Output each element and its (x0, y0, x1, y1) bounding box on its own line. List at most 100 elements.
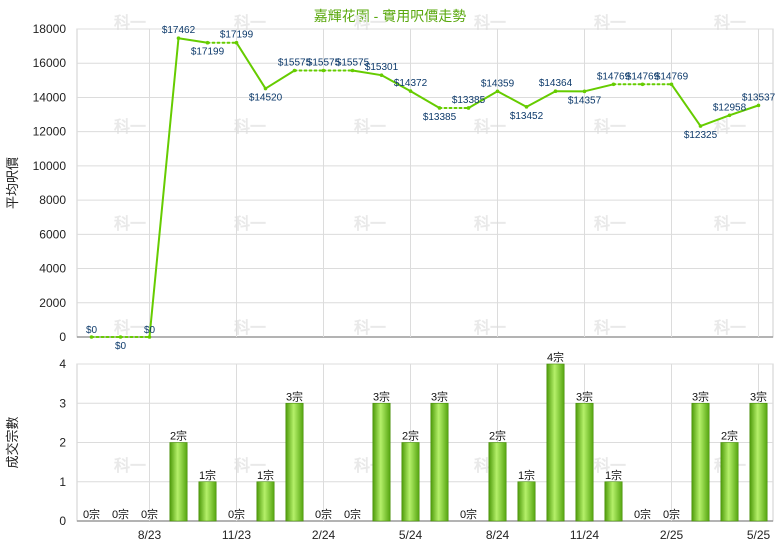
watermark-text: 科一 (714, 13, 746, 32)
data-label: $14769 (655, 71, 689, 82)
bar (488, 442, 507, 522)
bar-value-label: 1宗 (199, 468, 216, 482)
bar (575, 402, 594, 522)
bar (256, 481, 275, 522)
bar (749, 402, 768, 522)
y-tick-label: 6000 (39, 227, 66, 241)
data-label: $17199 (220, 30, 254, 41)
watermark-text: 科一 (354, 117, 386, 136)
line-point (263, 86, 268, 91)
line-point (669, 82, 674, 87)
line-segment (235, 41, 267, 90)
data-label: $12325 (684, 130, 718, 141)
bar-value-label: 2宗 (402, 429, 419, 443)
y-tick-label: 8000 (39, 193, 66, 207)
line-point (698, 124, 703, 128)
x-tick-label: 8/23 (138, 528, 162, 542)
line-point (524, 105, 529, 109)
line-segment (728, 104, 760, 117)
line-point (89, 335, 94, 339)
watermark-text: 科一 (114, 117, 146, 136)
bar (691, 402, 710, 522)
line-segment (264, 69, 296, 90)
watermark-text: 科一 (594, 13, 626, 32)
line-point (640, 82, 645, 87)
chart-title: 嘉輝花園 - 實用呎價走勢 (313, 8, 467, 24)
line-point (582, 89, 587, 94)
bar (285, 402, 304, 522)
y-tick-label: 14000 (33, 90, 67, 104)
watermark-text: 科一 (594, 456, 626, 475)
bar (720, 442, 739, 522)
watermark-text: 科一 (714, 318, 746, 337)
watermark-text: 科一 (474, 318, 506, 337)
watermark-text: 科一 (114, 456, 146, 475)
bar (430, 402, 449, 522)
data-label: $15575 (278, 57, 312, 68)
data-label: $14359 (481, 78, 515, 89)
line-point (495, 89, 500, 94)
line-segment (351, 69, 383, 77)
bar-value-label: 0宗 (663, 507, 680, 521)
y-tick-label: 1 (59, 475, 66, 489)
data-label: $0 (144, 325, 156, 336)
line-point (118, 335, 123, 339)
bar-value-label: 0宗 (315, 507, 332, 521)
bar-value-label: 0宗 (634, 507, 651, 521)
bar-value-label: 1宗 (518, 468, 535, 482)
data-label: $0 (86, 325, 98, 336)
bar (372, 402, 391, 522)
bar-value-label: 0宗 (112, 507, 129, 521)
line-point (321, 68, 326, 73)
data-label: $13385 (423, 112, 457, 123)
y-tick-label: 2 (59, 436, 66, 450)
line-segment (496, 90, 528, 108)
x-tick-label: 5/24 (399, 528, 423, 542)
y-axis-title: 成交宗數 (5, 416, 20, 468)
line-point (176, 36, 181, 41)
bar-value-label: 3宗 (373, 389, 390, 403)
x-tick-label: 8/24 (486, 528, 510, 542)
y-tick-label: 16000 (33, 56, 67, 70)
watermark-text: 科一 (354, 318, 386, 337)
bar-value-label: 3宗 (576, 389, 593, 403)
data-label: $14520 (249, 93, 283, 104)
line-segment (177, 37, 209, 44)
data-label: $14769 (597, 71, 631, 82)
watermark-text: 科一 (354, 214, 386, 233)
watermark-text: 科一 (474, 214, 506, 233)
bar-value-label: 0宗 (228, 507, 245, 521)
x-tick-label: 2/24 (312, 528, 336, 542)
bar-value-label: 0宗 (83, 507, 100, 521)
bar-value-label: 3宗 (286, 389, 303, 403)
data-label: $13537 (742, 92, 776, 103)
line-segment (670, 83, 702, 128)
watermark-text: 科一 (234, 117, 266, 136)
line-point (611, 82, 616, 87)
bar (604, 481, 623, 522)
watermark-text: 科一 (234, 456, 266, 475)
line-point (292, 68, 297, 73)
line-segment (525, 90, 557, 108)
bar (169, 442, 188, 522)
bar-value-label: 1宗 (605, 468, 622, 482)
y-tick-label: 18000 (33, 22, 67, 36)
data-label: $13452 (510, 111, 544, 122)
line-segment (583, 83, 615, 93)
data-label: $15575 (336, 57, 370, 68)
data-label: $14364 (539, 78, 573, 89)
y-axis-title: 平均呎價 (5, 157, 20, 209)
watermark-text: 科一 (714, 214, 746, 233)
y-tick-label: 4000 (39, 262, 66, 276)
bar-value-label: 0宗 (344, 507, 361, 521)
watermark-text: 科一 (474, 117, 506, 136)
line-point (350, 68, 355, 73)
watermark-text: 科一 (114, 318, 146, 337)
bar (517, 481, 536, 522)
x-tick-label: 5/25 (747, 528, 771, 542)
y-tick-label: 10000 (33, 159, 67, 173)
bar-value-label: 2宗 (721, 429, 738, 443)
line-segment (148, 37, 180, 338)
data-label: $14357 (568, 95, 602, 106)
